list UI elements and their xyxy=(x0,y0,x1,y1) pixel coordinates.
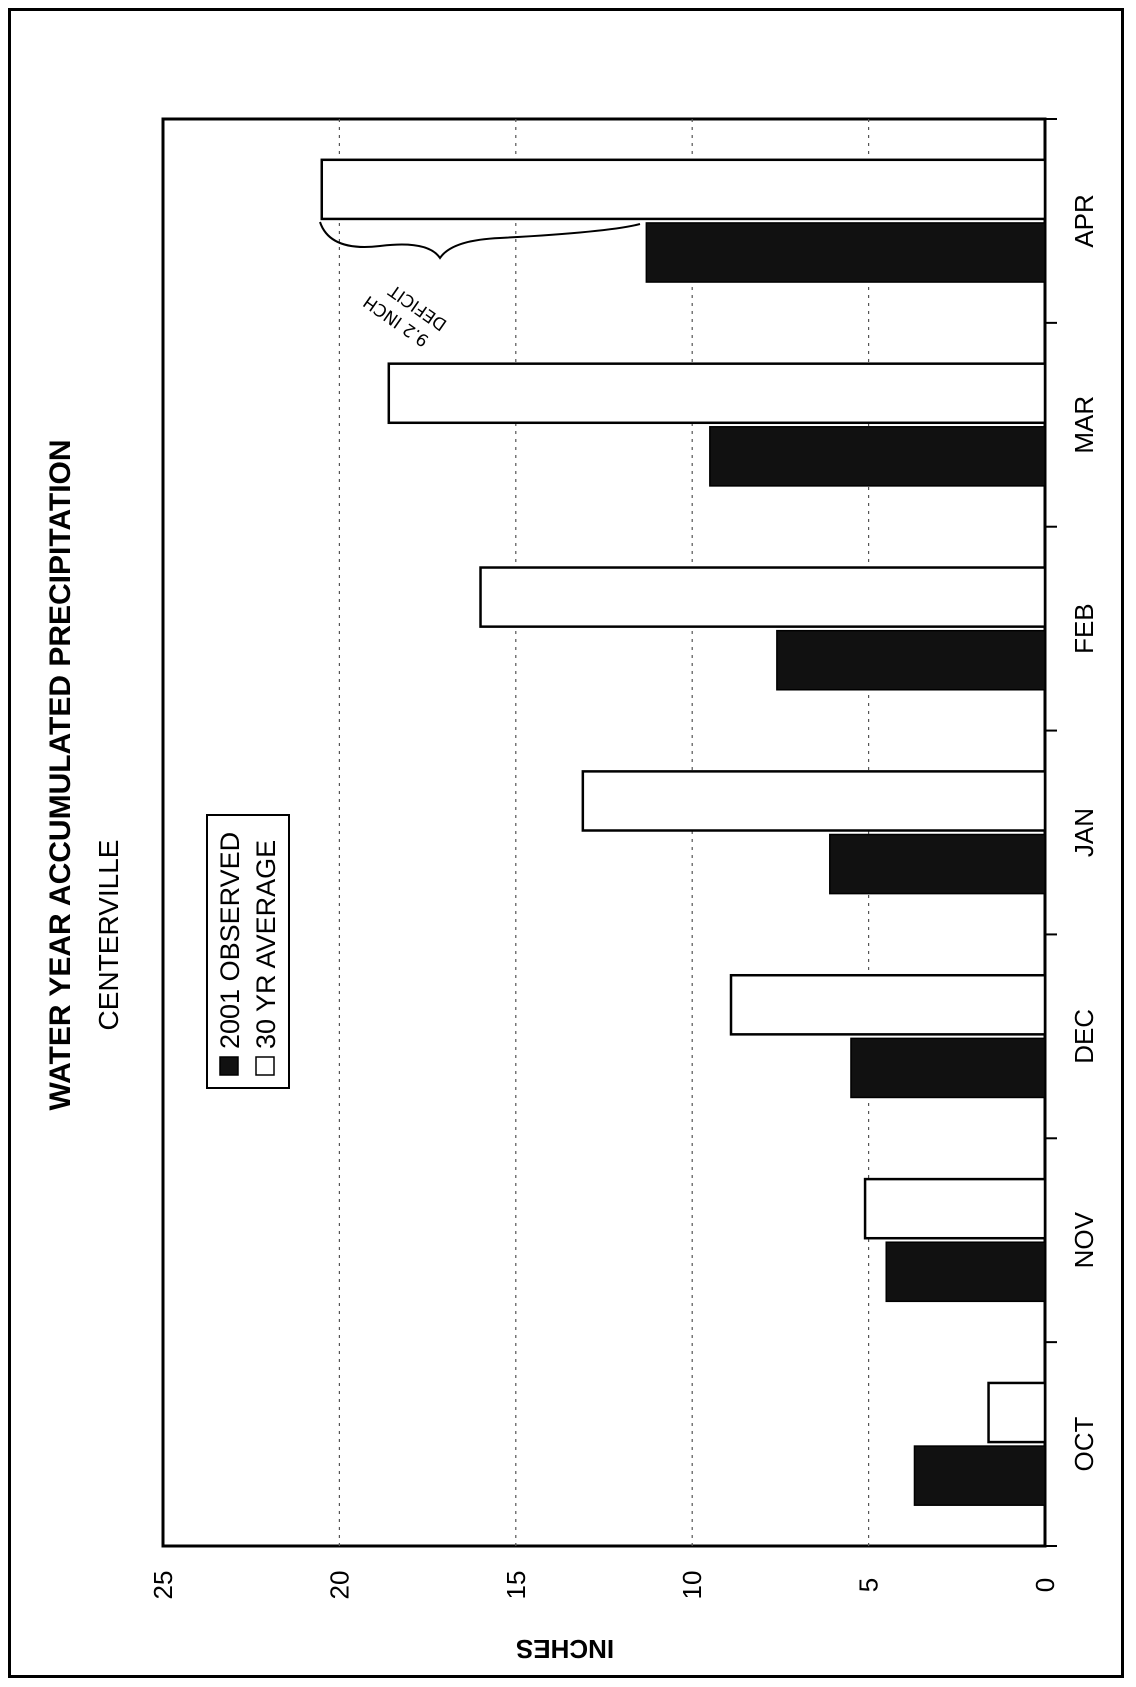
bar-average xyxy=(320,158,1047,221)
legend-box xyxy=(206,814,290,1089)
value-tick-label: 5 xyxy=(854,1578,884,1592)
legend: 2001 OBSERVED 30 YR AVERAGE xyxy=(206,814,290,1089)
bar-average xyxy=(729,973,1047,1036)
category-label: FEB xyxy=(1069,603,1099,654)
bars xyxy=(320,158,1047,1506)
category-label: OCT xyxy=(1069,1417,1099,1472)
bar-observed xyxy=(913,1445,1046,1506)
page-frame xyxy=(8,8,1124,1678)
category-label: DEC xyxy=(1069,1009,1099,1064)
bar-observed xyxy=(645,222,1046,283)
chart-title: WATER YEAR ACCUMULATED PRECIPITATION xyxy=(44,439,77,1110)
value-tick-labels: 0 5 10 15 20 25 xyxy=(148,1571,1060,1600)
deficit-brace xyxy=(319,221,641,260)
bar-average xyxy=(387,362,1047,425)
bar-average xyxy=(581,770,1047,832)
bar-average xyxy=(863,1177,1047,1240)
category-label: APR xyxy=(1069,194,1099,247)
bar-observed xyxy=(829,833,1046,895)
category-label: NOV xyxy=(1069,1211,1099,1268)
category-label: MAR xyxy=(1069,396,1099,454)
category-labels: OCT NOV DEC JAN FEB MAR APR xyxy=(1069,194,1099,1471)
value-tick-label: 25 xyxy=(148,1571,178,1600)
deficit-annotation: 9.2 INCH DEFICIT xyxy=(319,221,641,350)
value-tick-label: 20 xyxy=(324,1571,354,1600)
value-tick-label: 15 xyxy=(501,1571,531,1600)
bar-average xyxy=(479,566,1047,628)
plot-frame xyxy=(161,117,1047,1548)
legend-label-observed: 2001 OBSERVED xyxy=(215,832,245,1049)
category-ticks xyxy=(1045,118,1057,1547)
chart-subtitle: CENTERVILLE xyxy=(93,840,124,1031)
bar-observed xyxy=(776,629,1046,691)
value-tick-label: 10 xyxy=(677,1571,707,1600)
grid-lines xyxy=(338,119,870,1546)
legend-swatch-observed xyxy=(219,1056,239,1076)
value-tick-label: 0 xyxy=(1030,1578,1060,1592)
y-axis-title: INCHES xyxy=(516,1634,614,1664)
category-label: JAN xyxy=(1069,808,1099,857)
bar-observed xyxy=(709,426,1046,487)
bar-observed xyxy=(850,1037,1046,1099)
legend-label-average: 30 YR AVERAGE xyxy=(251,840,281,1049)
legend-swatch-average xyxy=(255,1056,275,1076)
bar-observed xyxy=(885,1241,1046,1303)
bar-average xyxy=(987,1381,1047,1444)
